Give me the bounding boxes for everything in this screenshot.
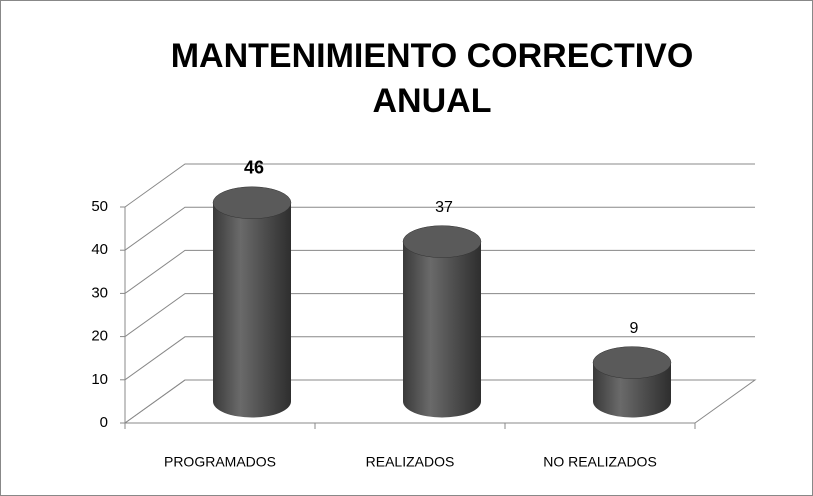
grid-line (124, 379, 755, 424)
y-tick-label: 10 (91, 371, 108, 388)
data-label: 46 (244, 158, 264, 178)
grid-line (124, 163, 755, 208)
bar-body (403, 241, 481, 418)
bar (212, 186, 292, 418)
y-tick-label: 30 (91, 284, 108, 301)
bar (592, 346, 672, 418)
data-label: 9 (630, 320, 639, 337)
bar (402, 225, 482, 418)
y-tick-label: 50 (91, 198, 108, 215)
data-label: 37 (435, 199, 453, 216)
x-tick-label: PROGRAMADOS (164, 454, 276, 470)
bar-top (212, 186, 292, 220)
chart-title: MANTENIMIENTO CORRECTIVO ANUAL (170, 37, 694, 120)
y-tick-label: 40 (91, 241, 108, 258)
grid-line (124, 293, 755, 338)
y-tick-label: 0 (100, 414, 108, 431)
x-tick-label: NO REALIZADOS (543, 454, 657, 470)
grid-line (124, 206, 755, 251)
bar-body (213, 202, 291, 418)
x-tick-label: REALIZADOS (366, 454, 455, 470)
y-tick-label: 20 (91, 328, 108, 345)
bar-top (402, 225, 482, 258)
grid-line (124, 249, 755, 294)
grid-line (124, 336, 755, 381)
bar-top (592, 346, 672, 379)
